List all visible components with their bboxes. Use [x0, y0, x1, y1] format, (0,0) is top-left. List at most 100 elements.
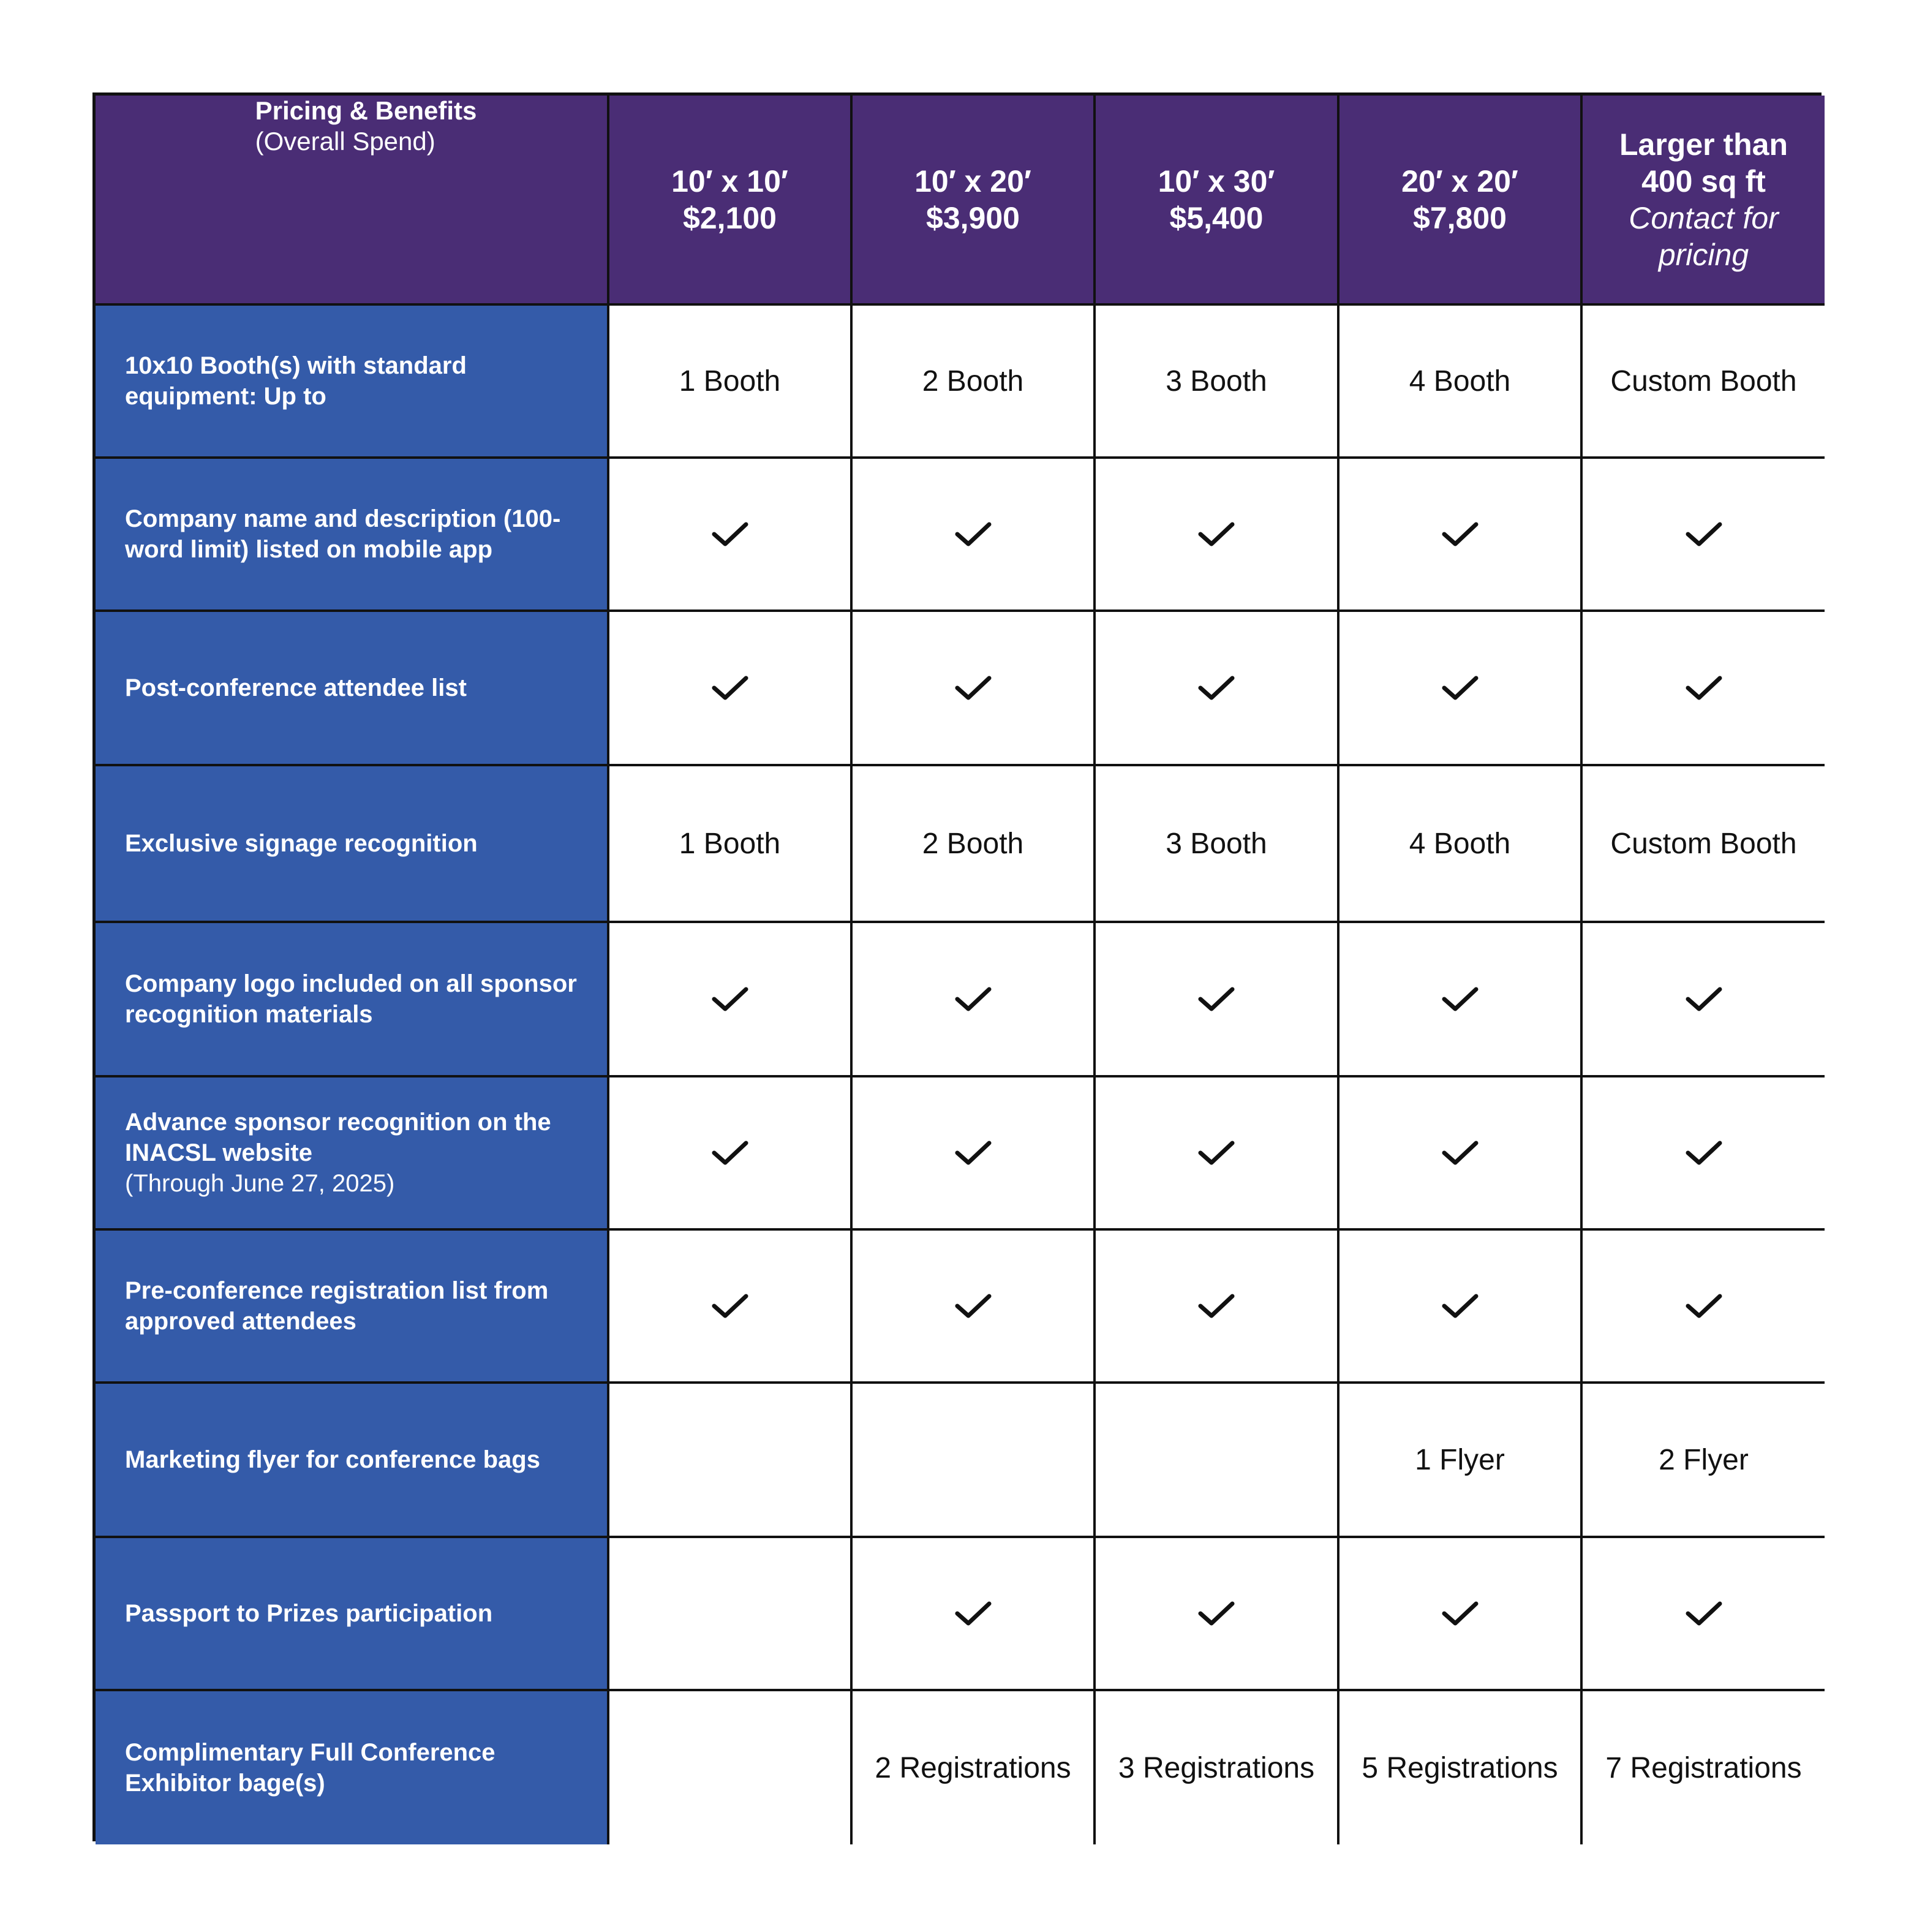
empty-cell: [609, 1538, 853, 1691]
checkmark-icon: [1686, 522, 1722, 546]
check-cell: [1583, 1077, 1825, 1231]
row-label: Pre-conference registration list from ap…: [96, 1231, 609, 1384]
row-label: Advance sponsor recognition on the INACS…: [96, 1077, 609, 1231]
header-column-5: Larger than 400 sq ft Contact for pricing: [1583, 96, 1825, 306]
checkmark-icon: [1198, 676, 1235, 700]
check-cell: [609, 923, 853, 1077]
value-cell: 2 Flyer: [1583, 1384, 1825, 1538]
checkmark-icon: [955, 987, 991, 1011]
value-cell: 4 Booth: [1339, 306, 1583, 459]
column-price: Contact for pricing: [1629, 200, 1779, 272]
column-size: 20′ x 20′: [1401, 164, 1518, 198]
checkmark-icon: [1686, 1601, 1722, 1626]
header-column-2: 10′ x 20′ $3,900: [853, 96, 1096, 306]
check-cell: [609, 459, 853, 612]
value-cell: Custom Booth: [1583, 306, 1825, 459]
checkmark-icon: [1442, 987, 1478, 1011]
check-cell: [853, 612, 1096, 766]
checkmark-icon: [712, 1141, 748, 1165]
empty-cell: [1096, 1384, 1339, 1538]
row-label-text: Complimentary Full Conference Exhibitor …: [125, 1739, 495, 1797]
column-size: 10′ x 20′: [914, 164, 1031, 198]
column-price: $7,800: [1413, 200, 1507, 235]
header-column-1: 10′ x 10′ $2,100: [609, 96, 853, 306]
check-cell: [853, 459, 1096, 612]
value-cell: 3 Booth: [1096, 306, 1339, 459]
value-cell: 5 Registrations: [1339, 1691, 1583, 1844]
checkmark-icon: [1198, 1141, 1235, 1165]
checkmark-icon: [955, 1294, 991, 1318]
value-cell: 1 Booth: [609, 306, 853, 459]
check-cell: [853, 1077, 1096, 1231]
row-label-text: Company name and description (100-word l…: [125, 505, 561, 563]
row-label: Exclusive signage recognition: [96, 766, 609, 923]
checkmark-icon: [712, 987, 748, 1011]
check-cell: [1096, 1077, 1339, 1231]
checkmark-icon: [1198, 987, 1235, 1011]
row-label: 10x10 Booth(s) with standard equipment: …: [96, 306, 609, 459]
check-cell: [853, 1231, 1096, 1384]
value-cell: 2 Booth: [853, 306, 1096, 459]
empty-cell: [853, 1384, 1096, 1538]
value-cell: 1 Flyer: [1339, 1384, 1583, 1538]
column-price: $2,100: [683, 200, 777, 235]
column-size: Larger than 400 sq ft: [1619, 127, 1788, 198]
value-cell: Custom Booth: [1583, 766, 1825, 923]
value-cell: 4 Booth: [1339, 766, 1583, 923]
check-cell: [1583, 459, 1825, 612]
checkmark-icon: [1198, 1601, 1235, 1626]
row-label-text: Passport to Prizes participation: [125, 1600, 493, 1627]
checkmark-icon: [1442, 1294, 1478, 1318]
check-cell: [1096, 612, 1339, 766]
checkmark-icon: [712, 522, 748, 546]
check-cell: [1339, 1231, 1583, 1384]
check-cell: [1096, 923, 1339, 1077]
value-cell: 2 Booth: [853, 766, 1096, 923]
checkmark-icon: [712, 1294, 748, 1318]
row-label-text: 10x10 Booth(s) with standard equipment: …: [125, 352, 467, 410]
checkmark-icon: [1686, 987, 1722, 1011]
checkmark-icon: [1442, 1601, 1478, 1626]
column-price: $3,900: [926, 200, 1020, 235]
row-label: Company logo included on all sponsor rec…: [96, 923, 609, 1077]
check-cell: [1339, 1077, 1583, 1231]
check-cell: [1339, 1538, 1583, 1691]
value-cell: 2 Registrations: [853, 1691, 1096, 1844]
checkmark-icon: [1442, 1141, 1478, 1165]
check-cell: [609, 612, 853, 766]
column-size: 10′ x 30′: [1158, 164, 1275, 198]
row-label: Post-conference attendee list: [96, 612, 609, 766]
checkmark-icon: [955, 522, 991, 546]
value-cell: 1 Booth: [609, 766, 853, 923]
row-label-text: Exclusive signage recognition: [125, 830, 478, 857]
value-cell: 7 Registrations: [1583, 1691, 1825, 1844]
check-cell: [1096, 1538, 1339, 1691]
row-label-text: Advance sponsor recognition on the INACS…: [125, 1109, 551, 1166]
row-label: Company name and description (100-word l…: [96, 459, 609, 612]
check-cell: [1096, 1231, 1339, 1384]
column-price: $5,400: [1169, 200, 1264, 235]
row-label: Complimentary Full Conference Exhibitor …: [96, 1691, 609, 1844]
check-cell: [1583, 1538, 1825, 1691]
row-label-text: Company logo included on all sponsor rec…: [125, 970, 577, 1028]
empty-cell: [609, 1691, 853, 1844]
checkmark-icon: [712, 676, 748, 700]
header-column-3: 10′ x 30′ $5,400: [1096, 96, 1339, 306]
row-label-text: Post-conference attendee list: [125, 674, 467, 701]
check-cell: [853, 923, 1096, 1077]
checkmark-icon: [1686, 676, 1722, 700]
pricing-table: Pricing & Benefits (Overall Spend) 10′ x…: [92, 92, 1825, 1844]
check-cell: [1339, 459, 1583, 612]
header-subtitle: (Overall Spend): [255, 127, 435, 156]
column-size: 10′ x 10′: [671, 164, 788, 198]
row-label: Marketing flyer for conference bags: [96, 1384, 609, 1538]
check-cell: [1096, 459, 1339, 612]
row-label-text: Pre-conference registration list from ap…: [125, 1277, 549, 1335]
value-cell: 3 Registrations: [1096, 1691, 1339, 1844]
check-cell: [1583, 923, 1825, 1077]
empty-cell: [609, 1384, 853, 1538]
check-cell: [1583, 1231, 1825, 1384]
check-cell: [609, 1231, 853, 1384]
value-cell: 3 Booth: [1096, 766, 1339, 923]
checkmark-icon: [1198, 522, 1235, 546]
